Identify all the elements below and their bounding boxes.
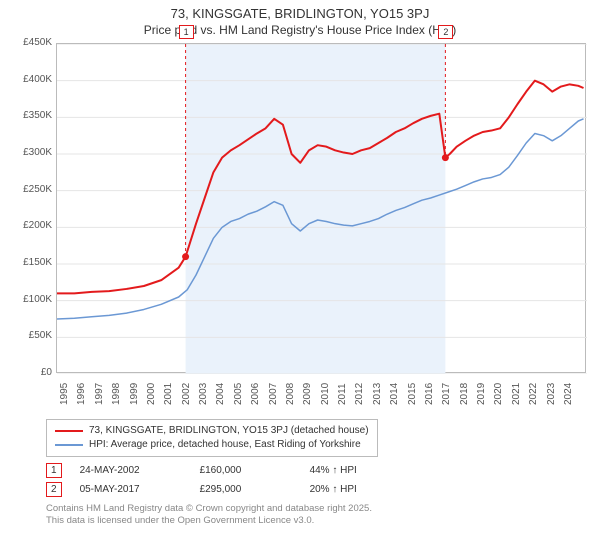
x-tick-label: 2000 (146, 383, 157, 405)
x-tick-label: 2015 (407, 383, 418, 405)
chart-svg (57, 44, 587, 374)
x-tick-label: 2021 (511, 383, 522, 405)
page-title-1: 73, KINGSGATE, BRIDLINGTON, YO15 3PJ (12, 6, 588, 21)
reference-date: 05-MAY-2017 (80, 484, 200, 495)
y-tick-label: £100K (12, 294, 52, 305)
x-tick-label: 2001 (163, 383, 174, 405)
x-tick-label: 1995 (59, 383, 70, 405)
chart-area: £0 £50K £100K £150K £200K £250K £300K £350K £400… (12, 43, 588, 413)
x-tick-label: 2007 (268, 383, 279, 405)
y-tick-label: £300K (12, 147, 52, 158)
x-tick-label: 2017 (441, 383, 452, 405)
page-title-2: Price paid vs. HM Land Registry's House … (12, 23, 588, 37)
x-tick-label: 2012 (354, 383, 365, 405)
legend-label: 73, KINGSGATE, BRIDLINGTON, YO15 3PJ (de… (89, 424, 369, 438)
x-tick-label: 2020 (493, 383, 504, 405)
reference-diff: 44% ↑ HPI (310, 465, 430, 476)
y-tick-label: £250K (12, 184, 52, 195)
x-tick-label: 1996 (76, 383, 87, 405)
x-tick-label: 2018 (459, 383, 470, 405)
x-tick-label: 2003 (198, 383, 209, 405)
x-tick-label: 2022 (528, 383, 539, 405)
reference-marker: 2 (46, 482, 62, 497)
credits-line-1: Contains HM Land Registry data © Crown c… (46, 503, 588, 515)
legend-item: 73, KINGSGATE, BRIDLINGTON, YO15 3PJ (de… (55, 424, 369, 438)
reference-row: 2 05-MAY-2017£295,00020% ↑ HPI (46, 482, 588, 497)
reference-date: 24-MAY-2002 (80, 465, 200, 476)
y-tick-label: £350K (12, 110, 52, 121)
reference-row: 1 24-MAY-2002£160,00044% ↑ HPI (46, 463, 588, 478)
x-tick-label: 2019 (476, 383, 487, 405)
x-tick-label: 2009 (302, 383, 313, 405)
reference-price: £160,000 (200, 465, 310, 476)
x-tick-label: 2024 (563, 383, 574, 405)
x-tick-label: 2008 (285, 383, 296, 405)
x-tick-label: 2004 (215, 383, 226, 405)
y-tick-label: £0 (12, 367, 52, 378)
x-tick-label: 1997 (94, 383, 105, 405)
legend-swatch (55, 444, 83, 446)
x-tick-label: 1999 (129, 383, 140, 405)
y-tick-label: £450K (12, 37, 52, 48)
reference-price: £295,000 (200, 484, 310, 495)
plot-region (56, 43, 586, 373)
x-tick-label: 2016 (424, 383, 435, 405)
reference-diff: 20% ↑ HPI (310, 484, 430, 495)
reference-table: 1 24-MAY-2002£160,00044% ↑ HPI 2 05-MAY-201… (46, 463, 588, 497)
y-tick-label: £150K (12, 257, 52, 268)
reference-marker: 1 (46, 463, 62, 478)
legend-swatch (55, 430, 83, 432)
callout-marker: 2 (438, 25, 453, 39)
legend-item: HPI: Average price, detached house, East… (55, 438, 369, 452)
x-tick-label: 2006 (250, 383, 261, 405)
y-tick-label: £50K (12, 330, 52, 341)
y-tick-label: £400K (12, 74, 52, 85)
x-tick-label: 2010 (320, 383, 331, 405)
x-tick-label: 2013 (372, 383, 383, 405)
y-tick-label: £200K (12, 220, 52, 231)
x-tick-label: 2005 (233, 383, 244, 405)
x-tick-label: 2023 (546, 383, 557, 405)
x-tick-label: 2014 (389, 383, 400, 405)
callout-marker: 1 (179, 25, 194, 39)
legend: 73, KINGSGATE, BRIDLINGTON, YO15 3PJ (de… (46, 419, 378, 457)
credits-line-2: This data is licensed under the Open Gov… (46, 515, 588, 527)
credits: Contains HM Land Registry data © Crown c… (46, 503, 588, 527)
x-tick-label: 2011 (337, 383, 348, 405)
legend-label: HPI: Average price, detached house, East… (89, 438, 361, 452)
x-tick-label: 1998 (111, 383, 122, 405)
x-tick-label: 2002 (181, 383, 192, 405)
